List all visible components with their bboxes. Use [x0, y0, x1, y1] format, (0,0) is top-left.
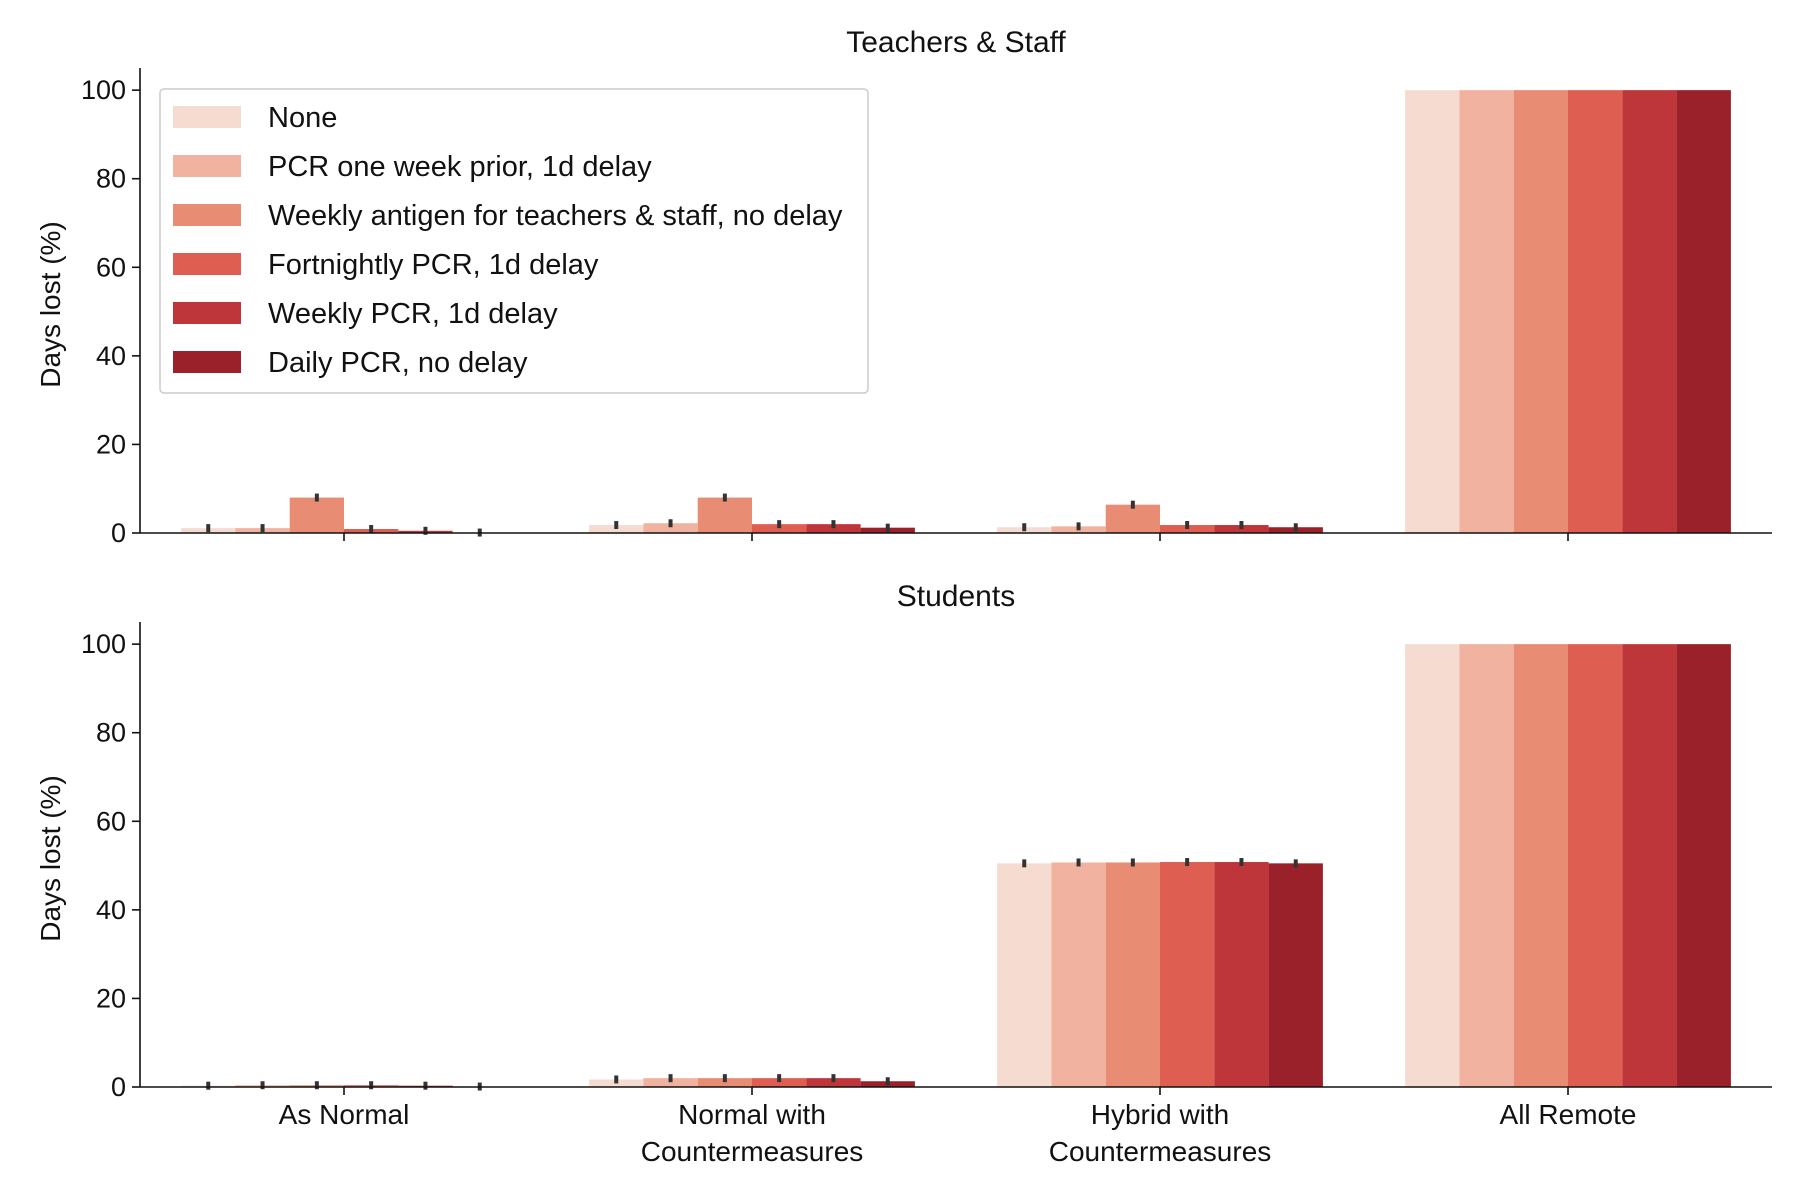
bar [1622, 90, 1677, 534]
legend-frame [159, 88, 869, 394]
y-tick-label: 100 [81, 75, 126, 105]
bar [752, 524, 807, 533]
bar [1568, 644, 1623, 1087]
y-tick-label: 60 [96, 806, 126, 836]
panel-title: Teachers & Staff [846, 26, 1066, 59]
panel-teachers-staff: Teachers & Staff Days lost (%) 0 20 40 60 80 10… [35, 26, 1772, 548]
legend-entry: None [268, 102, 337, 134]
bar [1622, 644, 1677, 1087]
legend-swatch [173, 351, 241, 373]
bar [1268, 863, 1323, 1087]
bar [1676, 90, 1731, 534]
bar [289, 497, 344, 533]
bar [1513, 644, 1568, 1087]
legend-swatch [173, 253, 241, 275]
bar [1676, 644, 1731, 1087]
x-tick-label: Countermeasures [1049, 1136, 1272, 1167]
bar [997, 863, 1052, 1087]
bar [1160, 862, 1215, 1087]
bar [752, 1078, 807, 1087]
bar [1459, 90, 1514, 534]
y-tick-label: 20 [96, 983, 126, 1013]
legend-entry: Daily PCR, no delay [268, 347, 528, 379]
y-tick-label: 0 [111, 518, 126, 548]
bar [1051, 862, 1106, 1087]
legend: None PCR one week prior, 1d delay Weekly a… [159, 88, 869, 394]
x-tick-label: All Remote [1500, 1099, 1637, 1130]
y-tick-label: 100 [81, 629, 126, 659]
y-tick-label: 80 [96, 718, 126, 748]
y-tick-label: 20 [96, 429, 126, 459]
legend-swatch [173, 106, 241, 128]
bar [697, 497, 752, 533]
bar [806, 524, 861, 533]
bar [697, 1078, 752, 1087]
bar [1214, 862, 1269, 1087]
legend-entry: Fortnightly PCR, 1d delay [268, 249, 599, 281]
legend-entry: PCR one week prior, 1d delay [268, 151, 652, 183]
y-tick-label: 40 [96, 341, 126, 371]
bar [1568, 90, 1623, 534]
x-tick-label: Countermeasures [641, 1136, 864, 1167]
y-axis-label: Days lost (%) [35, 221, 66, 387]
bar [643, 523, 698, 533]
bar [1405, 644, 1460, 1087]
legend-swatch [173, 302, 241, 324]
y-tick-label: 0 [111, 1072, 126, 1102]
x-tick-label: As Normal [279, 1099, 410, 1130]
y-tick-label: 40 [96, 895, 126, 925]
bar [1513, 90, 1568, 534]
bar [1105, 862, 1160, 1087]
x-tick-label: Hybrid with [1091, 1099, 1229, 1130]
legend-entry: Weekly antigen for teachers & staff, no … [268, 200, 843, 232]
y-tick-label: 60 [96, 252, 126, 282]
bar [1459, 644, 1514, 1087]
bar [806, 1078, 861, 1087]
panel-title: Students [897, 580, 1015, 613]
panel-students: Students Days lost (%) 0 20 40 60 80 100 As Norm… [35, 580, 1772, 1167]
x-tick-label: Normal with [678, 1099, 826, 1130]
legend-swatch [173, 204, 241, 226]
bar [1105, 504, 1160, 533]
bar [1405, 90, 1460, 534]
legend-entry: Weekly PCR, 1d delay [268, 298, 558, 330]
legend-swatch [173, 155, 241, 177]
y-axis-label: Days lost (%) [35, 775, 66, 941]
bar [643, 1078, 698, 1087]
y-tick-label: 80 [96, 164, 126, 194]
